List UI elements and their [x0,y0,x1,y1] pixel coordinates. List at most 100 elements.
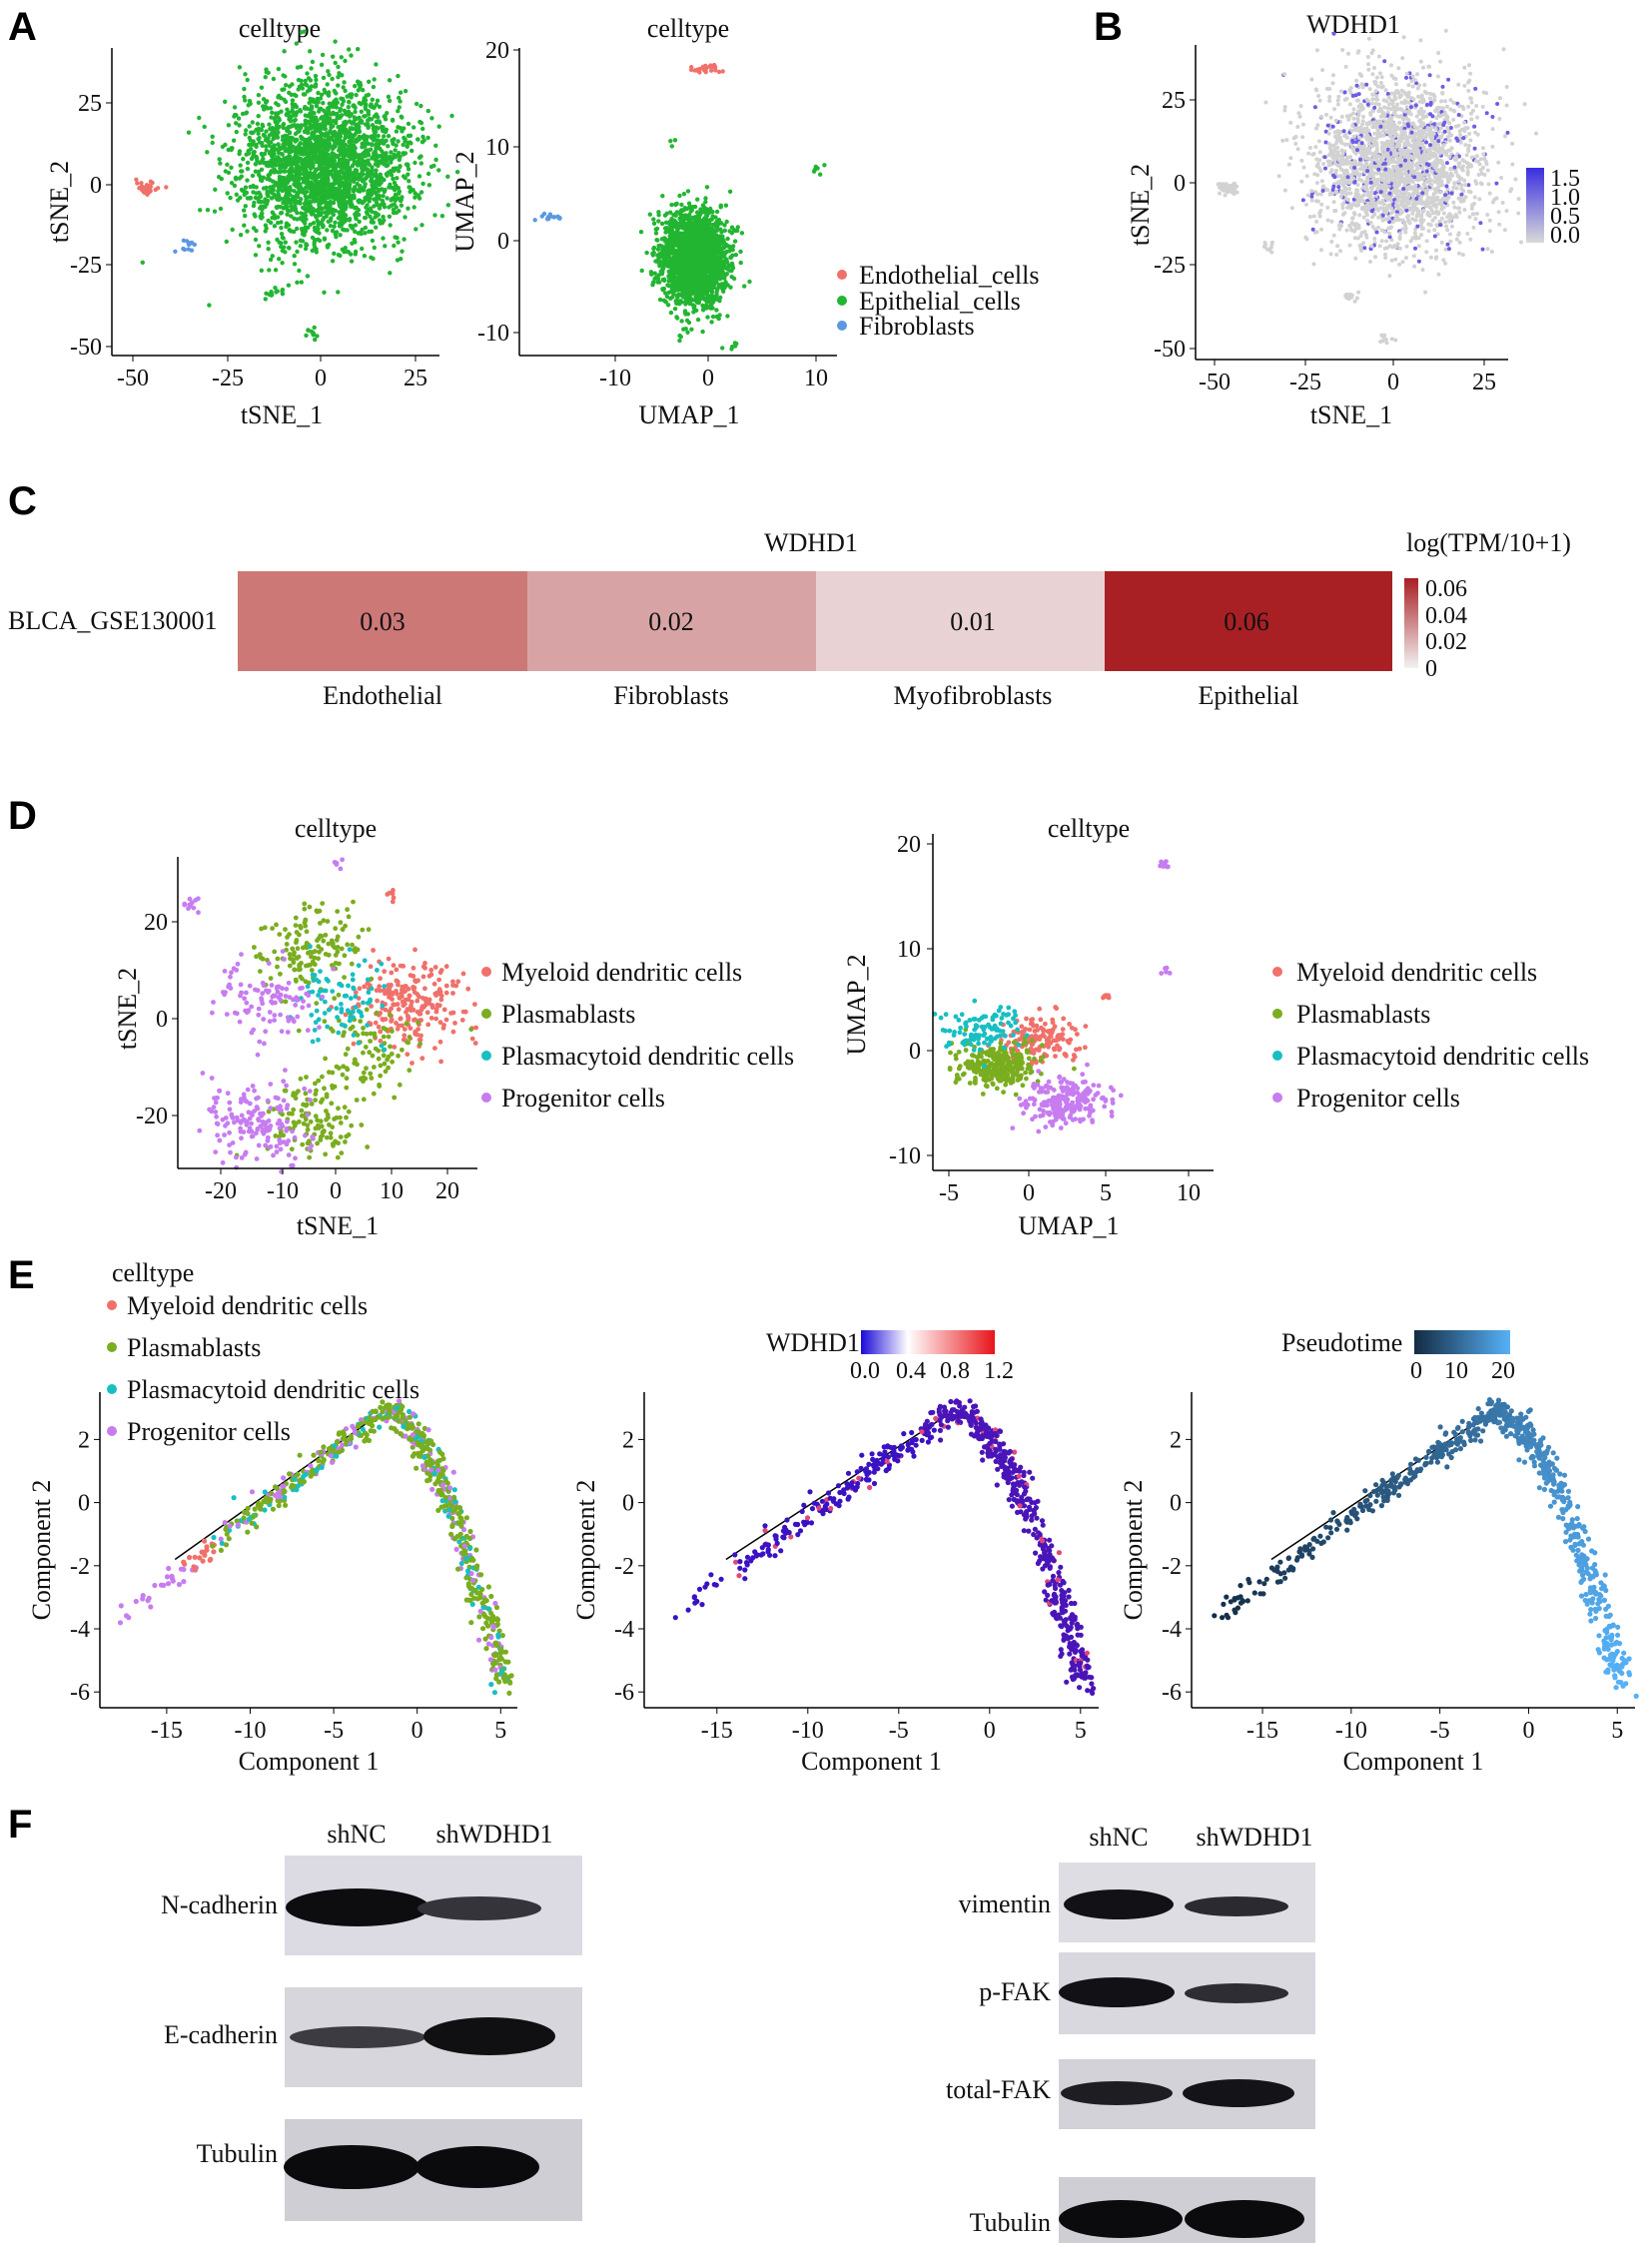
scatter-point [1330,81,1335,86]
scatter-point [389,173,395,178]
scatter-point [277,93,282,99]
scatter-point [701,296,706,301]
scatter-point [378,221,384,226]
scatter-point [670,219,676,224]
scatter-point [247,124,252,129]
scatter-point [396,125,401,130]
scatter-point [234,121,239,126]
scatter-point [338,106,344,112]
scatter-point [316,154,321,159]
scatter-point [251,203,257,209]
scatter-point [405,144,410,149]
scatter-point [650,283,655,288]
scatter-point [356,158,362,164]
scatter-point [198,208,203,213]
scatter-point [732,344,738,349]
scatter-point [283,250,288,255]
scatter-point [354,122,359,128]
scatter-point [268,149,273,155]
x-tick: 0 [315,366,327,391]
scatter-point [1319,227,1324,232]
scatter-point [303,105,308,110]
scatter-point [298,109,304,114]
scatter-point [392,168,397,174]
scatter-point [345,178,350,184]
scatter-point [241,157,246,162]
scatter-point [377,120,383,125]
scatter-point [711,284,716,290]
scatter-point [273,157,278,163]
scatter-point [716,316,721,322]
scatter-point [295,65,301,70]
scatter-point [213,187,218,192]
scatter-point [704,213,710,219]
scatter-point [322,237,328,242]
scatter-point [281,122,286,128]
scatter-point [345,228,350,233]
scatter-point [330,259,336,264]
scatter-point [1510,141,1515,146]
scatter-point [657,255,662,260]
scatter-point [711,222,716,227]
scatter-point [147,185,153,190]
scatter-point [284,83,289,88]
scatter-point [294,111,299,116]
y-tick: 20 [485,38,509,64]
scatter-point [418,103,423,109]
scatter-point [273,286,278,291]
scatter-point [277,186,282,192]
x-tick: -50 [117,366,149,391]
scatter-point [295,226,300,232]
scatter-point [236,116,242,121]
scatter-point [245,166,251,172]
scatter-point [419,223,424,228]
scatter-point [386,94,392,100]
scatter-point [373,215,378,220]
scatter-point [692,290,697,295]
scatter-point [223,142,228,148]
scatter-point [245,77,250,83]
scatter-point [716,247,721,252]
scatter-point [387,78,393,83]
scatter-point [267,143,272,148]
scatter-point [681,327,686,332]
scatter-point [335,180,340,185]
scatter-point [329,216,334,221]
scatter-point [257,244,262,249]
scatter-point [243,72,248,77]
scatter-point [304,243,309,248]
scatter-point [173,249,178,254]
scatter-point [674,225,679,230]
scatter-point [436,124,441,129]
scatter-point [683,213,688,218]
scatter-point [400,115,405,120]
scatter-point [312,242,317,247]
scatter-point [281,73,286,78]
scatter-point [544,217,550,222]
scatter-point [1404,256,1408,261]
scatter-point [356,88,361,93]
scatter-point [328,161,333,166]
scatter-point [280,87,285,93]
scatter-point [721,253,727,259]
scatter-point [651,217,656,222]
scatter-point [337,128,343,134]
scatter-point [271,153,277,159]
scatter-point [292,158,298,163]
scatter-point [242,86,247,92]
scatter-point [268,106,274,111]
scatter-point [374,62,379,67]
scatter-point [276,170,281,175]
scatter-point [285,155,290,160]
scatter-point [289,170,294,175]
scatter-point [210,134,215,139]
scatter-point [283,182,289,187]
scatter-point [360,156,365,162]
scatter-point [334,97,339,102]
scatter-point [284,201,289,207]
scatter-point [420,181,425,187]
scatter-point [679,319,684,324]
scatter-point [285,212,290,217]
scatter-point [655,238,660,243]
scatter-point [709,289,715,294]
